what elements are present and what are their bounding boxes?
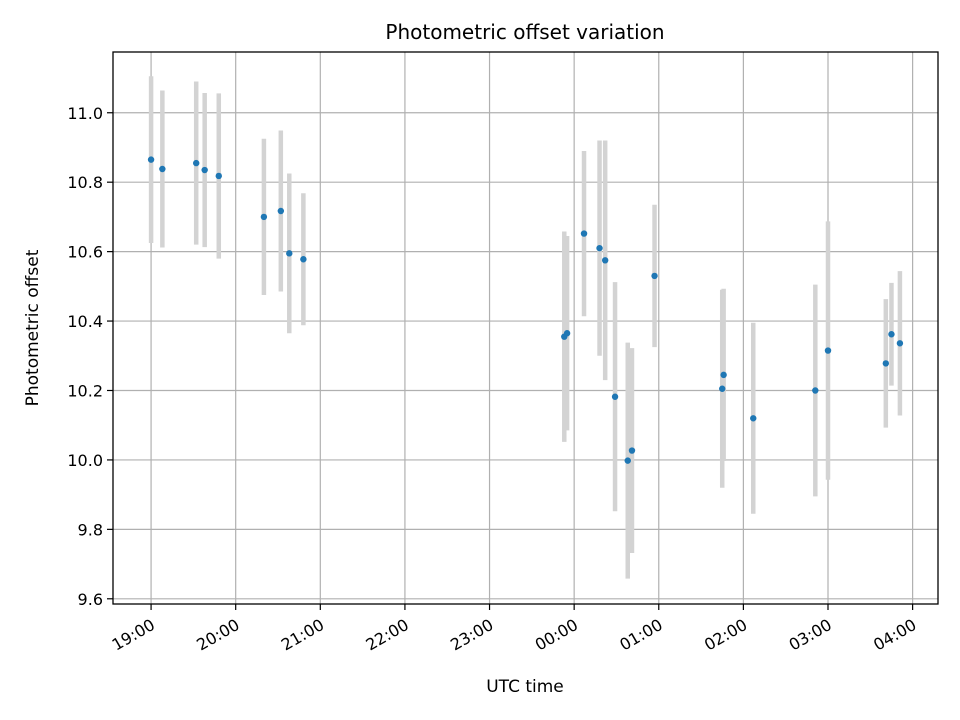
data-point [651, 272, 658, 280]
data-point [896, 340, 904, 347]
data-point [193, 159, 200, 167]
y-tick-label: 11.0 [67, 104, 103, 123]
data-point [628, 447, 636, 454]
data-point [611, 393, 619, 400]
data-point [888, 331, 895, 338]
data-point [147, 156, 155, 163]
x-axis-label: UTC time [486, 677, 564, 697]
data-point [720, 371, 727, 379]
y-tick-label: 10.6 [67, 243, 103, 262]
grid-lines [113, 52, 938, 604]
y-tick-label: 9.6 [78, 590, 103, 609]
data-point [882, 360, 890, 367]
data-point [277, 207, 285, 215]
data-points [147, 156, 904, 464]
data-point [286, 250, 293, 257]
data-point [580, 230, 588, 237]
y-tick-label: 10.4 [67, 312, 103, 331]
data-point [750, 415, 757, 422]
data-point [201, 166, 208, 174]
data-point [812, 387, 819, 394]
data-point [601, 257, 609, 264]
data-point [260, 213, 268, 221]
data-point [159, 165, 166, 173]
y-tick-label: 9.8 [78, 520, 103, 539]
y-axis-ticks: 9.6 9.8 10.0 10.2 10.4 10.6 10.8 11.0 [67, 104, 113, 609]
data-point [300, 256, 307, 263]
plot-frame [112, 51, 939, 605]
y-axis-label: Photometric offset [23, 249, 43, 406]
data-point [563, 330, 571, 337]
data-point [719, 385, 726, 392]
data-point [824, 347, 832, 354]
data-point [215, 172, 222, 180]
y-tick-label: 10.8 [67, 173, 103, 192]
data-point [624, 457, 631, 464]
chart-title: Photometric offset variation [385, 20, 664, 44]
data-point [596, 244, 603, 252]
y-tick-label: 10.0 [67, 451, 103, 470]
y-tick-label: 10.2 [67, 381, 103, 400]
